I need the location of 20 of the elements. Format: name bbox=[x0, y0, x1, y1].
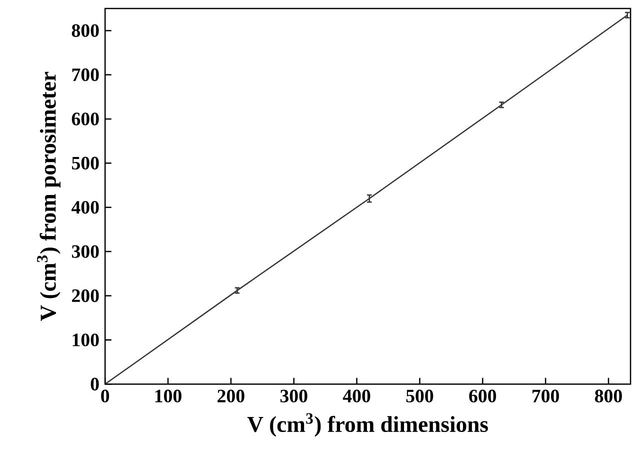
y-tick-label: 500 bbox=[72, 156, 99, 170]
y-tick-label: 600 bbox=[72, 112, 99, 126]
x-tick-label: 700 bbox=[532, 390, 559, 402]
y-tick-label: 300 bbox=[72, 245, 99, 258]
y-axis-title: V (cm$^{3}$) from porosimeter bbox=[37, 72, 60, 321]
x-tick-label: 500 bbox=[406, 390, 434, 402]
x-tick-label: 800 bbox=[594, 390, 622, 402]
y-tick-label: 400 bbox=[71, 201, 99, 214]
x-tick-label: 400 bbox=[342, 390, 370, 402]
y-tick-label: 700 bbox=[72, 68, 99, 82]
x-tick-label: 0 bbox=[101, 390, 110, 402]
y-tick-label: 100 bbox=[72, 334, 99, 346]
x-tick-label: 200 bbox=[218, 390, 244, 402]
y-tick-label: 200 bbox=[72, 289, 99, 302]
x-tick-label: 300 bbox=[280, 390, 308, 402]
x-axis-title: V (cm$^{3}$) from dimensions bbox=[247, 413, 488, 437]
y-tick-label: 0 bbox=[90, 378, 99, 391]
y-tick-label: 800 bbox=[72, 24, 99, 37]
x-tick-label: 600 bbox=[469, 390, 496, 402]
x-tick-label: 100 bbox=[155, 390, 182, 402]
